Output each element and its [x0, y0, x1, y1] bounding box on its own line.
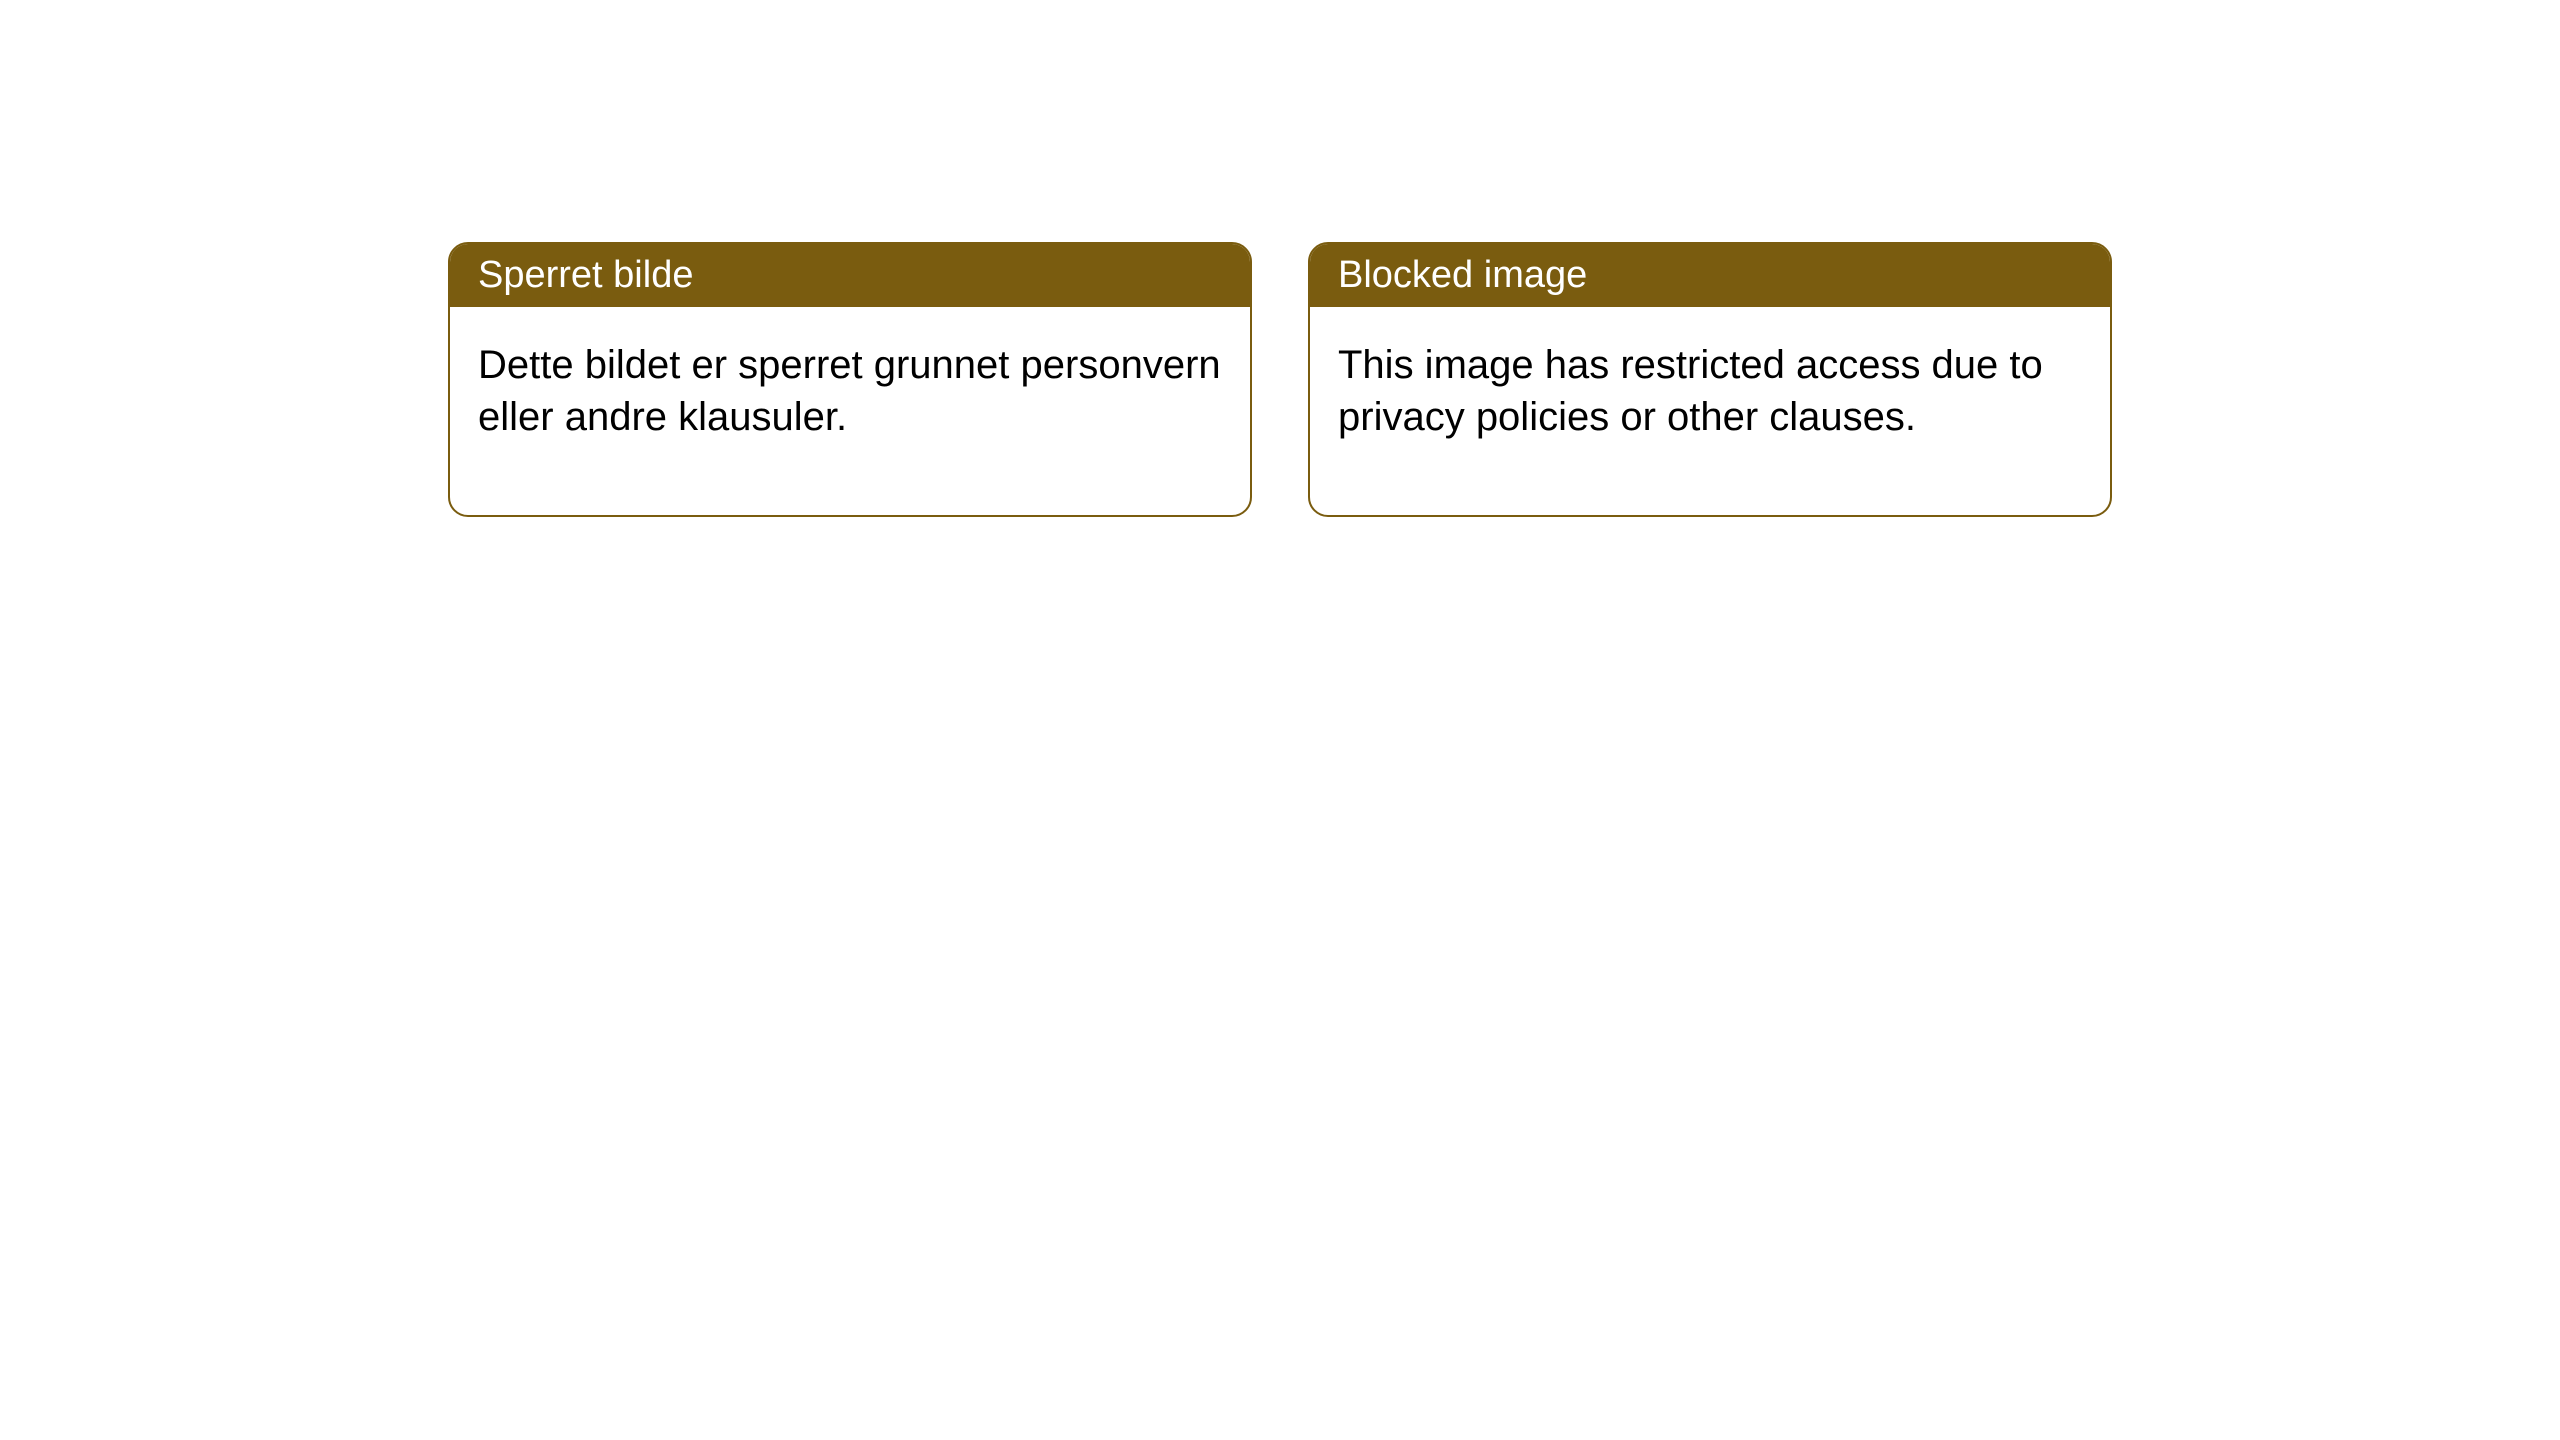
notice-container: Sperret bilde Dette bildet er sperret gr…	[0, 0, 2560, 517]
notice-header: Sperret bilde	[450, 244, 1250, 307]
notice-card-english: Blocked image This image has restricted …	[1308, 242, 2112, 517]
notice-body: This image has restricted access due to …	[1310, 307, 2110, 515]
notice-card-norwegian: Sperret bilde Dette bildet er sperret gr…	[448, 242, 1252, 517]
notice-body: Dette bildet er sperret grunnet personve…	[450, 307, 1250, 515]
notice-header: Blocked image	[1310, 244, 2110, 307]
